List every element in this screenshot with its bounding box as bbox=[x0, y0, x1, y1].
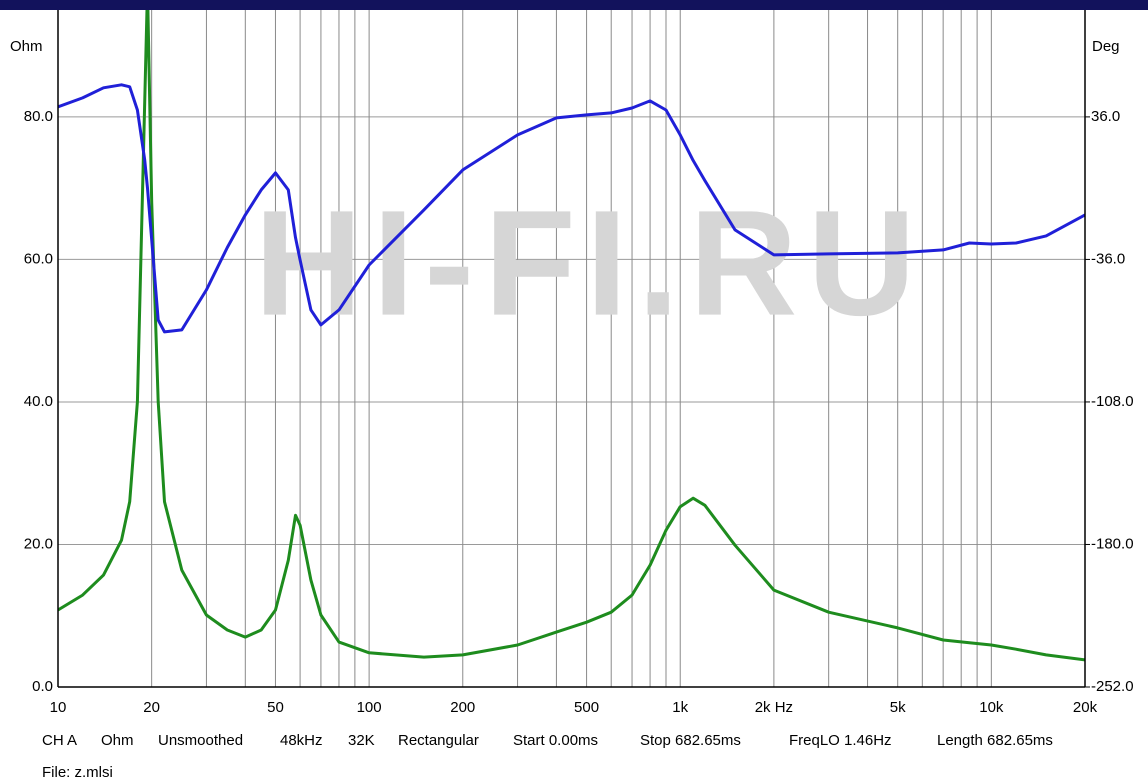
x-tick-label: 10k bbox=[979, 699, 1004, 716]
y2-tick-label: -252.0 bbox=[1091, 678, 1134, 695]
x-tick-label: 200 bbox=[450, 699, 475, 716]
watermark: HI-FI.RU bbox=[254, 179, 926, 347]
file-name: File: z.mlsi bbox=[42, 764, 113, 780]
footer-item: Stop 682.65ms bbox=[640, 732, 741, 749]
x-tick-label: 5k bbox=[890, 699, 906, 716]
footer-item: 48kHz bbox=[280, 732, 323, 749]
x-tick-label: 20k bbox=[1073, 699, 1098, 716]
x-tick-label: 500 bbox=[574, 699, 599, 716]
footer-item: Unsmoothed bbox=[158, 732, 243, 749]
footer-item: Length 682.65ms bbox=[937, 732, 1053, 749]
series-line bbox=[58, 10, 1085, 662]
series-line bbox=[58, 83, 1085, 334]
y-tick-label: 40.0 bbox=[24, 393, 53, 410]
y2-tick-label: -180.0 bbox=[1091, 535, 1134, 552]
x-tick-label: 50 bbox=[267, 699, 284, 716]
y-tick-label: 20.0 bbox=[24, 535, 53, 552]
x-tick-label: 100 bbox=[357, 699, 382, 716]
y2-tick-label: -36.0 bbox=[1091, 250, 1125, 267]
x-tick-label: 1k bbox=[672, 699, 688, 716]
x-tick-label: 2k Hz bbox=[755, 699, 793, 716]
x-tick-label: 20 bbox=[143, 699, 160, 716]
title-bar bbox=[0, 0, 1148, 10]
footer-item: CH A bbox=[42, 732, 77, 749]
y2-tick-label: 36.0 bbox=[1091, 108, 1120, 125]
y-tick-label: 60.0 bbox=[24, 250, 53, 267]
y2-axis-label: Deg bbox=[1092, 38, 1120, 55]
y2-tick-label: -108.0 bbox=[1091, 393, 1134, 410]
footer-item: 32K bbox=[348, 732, 375, 749]
y-axis-label: Ohm bbox=[10, 38, 43, 55]
x-tick-label: 10 bbox=[50, 699, 67, 716]
footer-item: FreqLO 1.46Hz bbox=[789, 732, 892, 749]
footer-item: Ohm bbox=[101, 732, 134, 749]
footer-item: Rectangular bbox=[398, 732, 479, 749]
y-tick-label: 0.0 bbox=[32, 678, 53, 695]
footer-item: Start 0.00ms bbox=[513, 732, 598, 749]
y-tick-label: 80.0 bbox=[24, 108, 53, 125]
